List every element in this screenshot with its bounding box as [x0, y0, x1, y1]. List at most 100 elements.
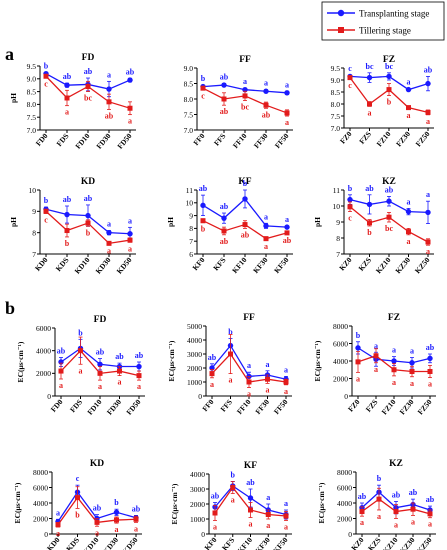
y-tick-label: 9	[32, 207, 36, 216]
significance-letter: a	[426, 190, 430, 199]
legend-marker-tillering	[338, 27, 344, 33]
data-point	[373, 353, 379, 359]
data-point	[284, 224, 290, 230]
series-tillering: a a a a a	[212, 481, 289, 532]
y-tick-label: 8000	[333, 322, 348, 331]
y-tick-label: 5000	[187, 322, 202, 331]
data-point	[94, 519, 100, 525]
significance-letter: ab	[84, 194, 93, 203]
significance-letter: b	[201, 225, 206, 234]
significance-letter: a	[56, 529, 60, 538]
data-point	[386, 73, 392, 80]
significance-letter: ab	[63, 195, 72, 204]
y-tick-label: 7.5	[27, 113, 37, 122]
data-point	[78, 348, 83, 354]
significance-letter: a	[392, 346, 396, 355]
significance-letter: bc	[366, 62, 374, 71]
data-point	[367, 101, 372, 107]
section-label-b: b	[5, 298, 15, 318]
significance-letter: a	[285, 80, 289, 89]
y-tick-label: 8.0	[184, 95, 194, 104]
data-point	[425, 239, 431, 245]
significance-letter: ab	[211, 492, 220, 501]
y-tick-label: 8	[336, 234, 340, 243]
significance-letter: a	[360, 518, 364, 527]
data-point	[405, 208, 412, 215]
y-tick-label: 7	[32, 250, 36, 259]
significance-letter: a	[284, 499, 288, 508]
significance-letter: a	[134, 524, 138, 533]
y-tick-label: 7.5	[184, 110, 194, 119]
data-point	[367, 220, 372, 226]
significance-letter: a	[266, 385, 270, 394]
data-point	[386, 198, 392, 204]
y-tick-label: 4000	[337, 499, 352, 508]
y-tick-label: 2000	[337, 514, 352, 523]
significance-letter: b	[65, 239, 70, 248]
significance-letter: b	[243, 179, 248, 188]
data-point	[284, 110, 290, 116]
y-tick-label: 7.0	[184, 126, 194, 135]
significance-letter: a	[264, 79, 268, 88]
data-point	[221, 215, 227, 221]
series-tillering: c ab bc ab a	[200, 85, 290, 127]
y-tick-label: 0	[44, 530, 48, 539]
data-point	[64, 95, 70, 101]
data-point	[405, 86, 412, 93]
data-point	[221, 96, 227, 102]
significance-letter: a	[107, 220, 111, 229]
legend-box	[321, 1, 445, 41]
data-point	[246, 379, 252, 385]
panel-title: FZ	[383, 55, 395, 65]
panel-title: FZ	[388, 313, 400, 323]
data-point	[106, 86, 112, 92]
significance-letter: a	[249, 520, 253, 529]
y-axis-label: EC(μs·cm⁻¹)	[167, 340, 176, 381]
significance-letter: a	[118, 378, 122, 387]
data-point	[391, 358, 397, 364]
panel-title: KD	[81, 177, 95, 187]
significance-letter: a	[229, 376, 233, 385]
significance-letter: a	[98, 382, 102, 391]
significance-letter: bc	[385, 224, 393, 233]
data-point	[64, 228, 70, 234]
significance-letter: c	[76, 474, 80, 483]
data-point	[97, 361, 103, 367]
significance-letter: b	[44, 61, 49, 70]
y-tick-label: 9.5	[331, 64, 341, 73]
data-point	[283, 379, 289, 385]
significance-letter: ab	[126, 67, 135, 76]
data-point	[283, 513, 289, 519]
data-point	[427, 511, 433, 517]
data-point	[106, 99, 112, 105]
series-tillering: c a bc ab a	[43, 73, 133, 126]
y-tick-label: 0	[344, 392, 348, 401]
significance-letter: a	[128, 117, 132, 126]
data-point	[230, 485, 236, 490]
y-tick-label: 2000	[33, 514, 48, 523]
data-point	[133, 516, 139, 522]
y-tick-label: 2000	[187, 364, 202, 373]
y-tick-label: 6000	[33, 483, 48, 492]
significance-letter: bc	[385, 62, 393, 71]
significance-letter: a	[407, 197, 411, 206]
series-tillering: c b b a a	[43, 208, 133, 255]
y-tick-label: 9.0	[184, 64, 194, 73]
significance-letter: ab	[424, 65, 433, 74]
significance-letter: a	[377, 512, 381, 521]
series-tillering: c b bc a a	[347, 201, 431, 256]
significance-letter: a	[285, 118, 289, 127]
y-tick-label: 8.5	[27, 87, 37, 96]
y-tick-label: 2000	[333, 374, 348, 383]
significance-letter: ab	[63, 72, 72, 81]
y-tick-label: 8	[32, 228, 36, 237]
data-point	[386, 87, 392, 93]
data-point	[427, 355, 433, 362]
data-point	[355, 345, 361, 351]
significance-letter: a	[411, 517, 415, 526]
data-point	[85, 83, 91, 89]
y-axis-label: EC(μs·cm⁻¹)	[313, 340, 322, 381]
